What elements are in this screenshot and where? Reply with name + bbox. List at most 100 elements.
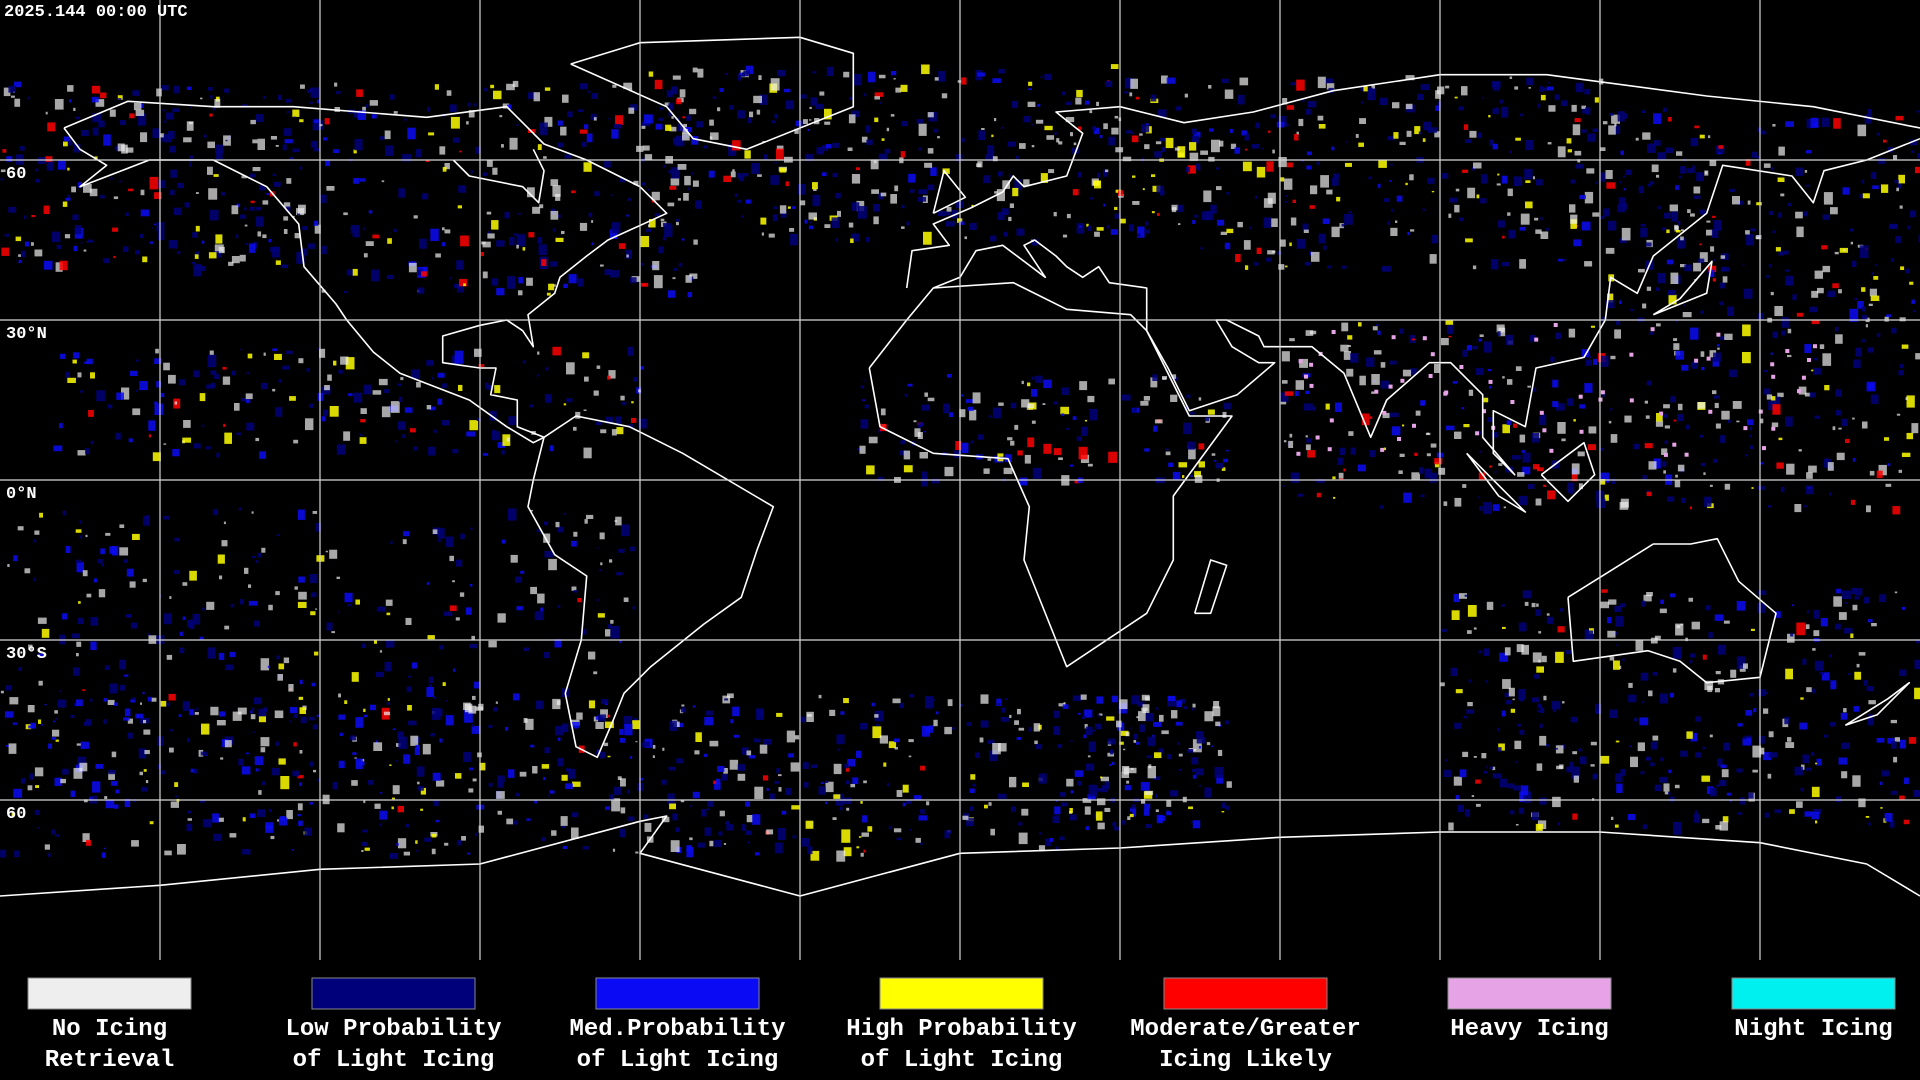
- icing-patch: [960, 442, 969, 454]
- icing-patch: [1899, 364, 1904, 369]
- icing-patch: [835, 192, 841, 199]
- icing-patch: [1608, 125, 1616, 135]
- icing-patch: [91, 85, 101, 94]
- icing-patch: [1618, 665, 1622, 669]
- icing-patch: [294, 233, 301, 239]
- icing-patch: [1666, 229, 1670, 234]
- icing-patch: [1317, 115, 1324, 121]
- icing-patch: [387, 238, 392, 244]
- icing-patch: [1431, 234, 1439, 244]
- icing-patch: [353, 392, 363, 403]
- icing-patch: [1521, 644, 1529, 655]
- icing-patch: [843, 71, 850, 78]
- icing-patch: [1196, 163, 1201, 169]
- icing-patch: [1358, 322, 1362, 327]
- icing-patch: [17, 526, 24, 531]
- icing-patch: [323, 409, 329, 416]
- icing-patch: [876, 723, 880, 727]
- icing-patch: [550, 179, 559, 186]
- icing-patch: [981, 128, 985, 130]
- icing-patch: [1536, 710, 1540, 712]
- icing-patch: [1512, 785, 1521, 791]
- coastline: [1540, 441, 1596, 503]
- icing-patch: [1189, 152, 1199, 161]
- icing-patch: [820, 782, 825, 784]
- icing-patch: [413, 215, 418, 219]
- icing-patch: [1697, 402, 1706, 409]
- icing-patch: [1824, 385, 1830, 391]
- icing-patch: [1534, 217, 1539, 221]
- icing-patch: [1215, 721, 1221, 727]
- icing-patch: [1566, 138, 1572, 144]
- icing-patch: [1093, 127, 1100, 135]
- icing-patch: [1705, 605, 1711, 611]
- icing-patch: [124, 674, 129, 677]
- icing-patch: [1506, 420, 1511, 425]
- icing-patch: [199, 636, 204, 641]
- icing-patch: [1304, 374, 1308, 379]
- icing-patch: [1809, 306, 1818, 313]
- icing-patch: [1681, 497, 1686, 503]
- icing-patch: [1713, 458, 1718, 463]
- icing-patch: [783, 88, 791, 93]
- icing-patch: [1458, 217, 1464, 222]
- icing-patch: [969, 806, 974, 811]
- icing-patch: [528, 232, 535, 238]
- icing-patch: [246, 752, 249, 755]
- icing-patch: [571, 586, 577, 591]
- icing-patch: [1587, 133, 1596, 142]
- icing-patch: [1497, 331, 1501, 337]
- icing-patch: [1363, 86, 1368, 92]
- icing-patch: [1444, 390, 1449, 395]
- icing-patch: [1714, 395, 1720, 399]
- icing-patch: [917, 423, 923, 428]
- icing-patch: [311, 682, 316, 687]
- icing-patch: [1492, 143, 1498, 150]
- icing-patch: [1655, 287, 1660, 291]
- icing-patch: [874, 117, 879, 123]
- icing-patch: [72, 359, 77, 364]
- icing-patch: [471, 725, 481, 734]
- icing-patch: [1017, 450, 1023, 456]
- icing-patch: [1894, 179, 1899, 184]
- icing-patch: [1522, 590, 1532, 599]
- icing-patch: [896, 837, 902, 841]
- icing-patch: [552, 698, 561, 710]
- icing-patch: [1578, 483, 1583, 490]
- icing-patch: [992, 407, 1001, 419]
- icing-patch: [899, 703, 904, 709]
- icing-patch: [858, 836, 862, 838]
- icing-patch: [429, 406, 436, 411]
- icing-patch: [1552, 401, 1559, 408]
- icing-patch: [850, 783, 856, 788]
- icing-patch: [1393, 132, 1399, 139]
- icing-patch: [992, 743, 1001, 755]
- icing-patch: [983, 468, 990, 474]
- icing-patch: [1580, 756, 1587, 765]
- icing-patch: [1893, 756, 1898, 763]
- icing-patch: [1858, 798, 1866, 808]
- icing-patch: [1599, 172, 1606, 182]
- icing-patch: [52, 729, 60, 737]
- icing-patch: [1672, 668, 1677, 673]
- icing-patch: [389, 764, 392, 766]
- icing-patch: [252, 139, 258, 144]
- icing-patch: [745, 830, 752, 835]
- icing-patch: [1054, 806, 1061, 815]
- icing-patch: [344, 592, 353, 603]
- icing-patch: [1608, 420, 1612, 424]
- icing-patch: [1280, 239, 1286, 247]
- icing-patch: [132, 533, 140, 540]
- icing-patch: [557, 526, 564, 533]
- icing-patch: [164, 702, 171, 707]
- icing-patch: [547, 794, 550, 797]
- icing-patch: [1609, 709, 1618, 718]
- icing-patch: [1038, 773, 1047, 784]
- icing-patch: [901, 121, 907, 127]
- icing-patch: [785, 181, 789, 187]
- icing-patch: [1547, 490, 1556, 500]
- icing-patch: [1664, 440, 1668, 444]
- icing-patch: [1402, 369, 1412, 377]
- icing-patch: [1590, 325, 1595, 328]
- icing-patch: [1664, 425, 1670, 429]
